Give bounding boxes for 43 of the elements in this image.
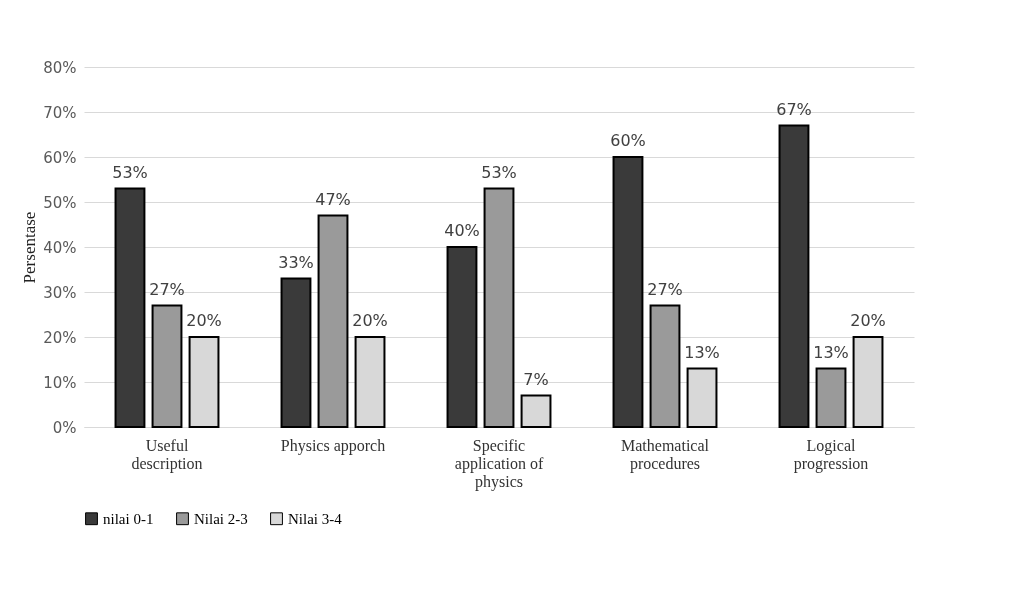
bar [483,187,515,428]
data-label: 7% [523,369,549,389]
x-tick-label: Physics apporch [280,436,386,455]
legend-label: Nilai 2-3 [194,510,248,527]
data-label: 20% [850,311,886,330]
y-tick-label: 30% [43,283,77,302]
data-label: 13% [684,342,720,362]
y-tick-label: 10% [43,373,77,392]
x-tick-label: Specific application of physics [454,436,544,491]
bar [815,367,847,428]
data-label: 27% [647,279,683,299]
y-axis-title: Persentase [20,211,40,284]
bar [649,304,681,428]
y-tick-label: 40% [43,238,77,257]
legend-label: Nilai 3-4 [288,510,343,527]
data-label: 27% [149,279,185,299]
y-tick-label: 50% [43,193,77,212]
bar [151,304,183,428]
x-tick-label: Useful description [131,436,203,473]
bar [612,156,644,428]
y-tick-label: 80% [43,58,77,77]
x-tick-label: Logical progression [793,436,869,473]
data-label: 13% [813,342,849,362]
y-tick-label: 20% [43,328,77,347]
data-label: 60% [610,131,646,150]
data-label: 33% [278,252,314,272]
x-tick-label: Mathematical procedures [621,436,710,473]
data-label: 40% [444,221,480,240]
y-tick-label: 0% [52,418,77,437]
bar [280,277,312,428]
data-label: 53% [112,162,148,182]
y-tick-label: 70% [43,103,77,122]
data-label: 53% [481,162,517,182]
y-tick-label: 60% [43,148,77,167]
bar [114,187,146,428]
bar [317,214,349,428]
bar [446,246,478,428]
bar [778,124,810,428]
data-label: 20% [186,311,222,330]
legend-label: nilai 0-1 [103,510,154,527]
data-label: 47% [315,189,351,209]
data-label: 67% [776,99,812,119]
data-label: 20% [352,311,388,330]
